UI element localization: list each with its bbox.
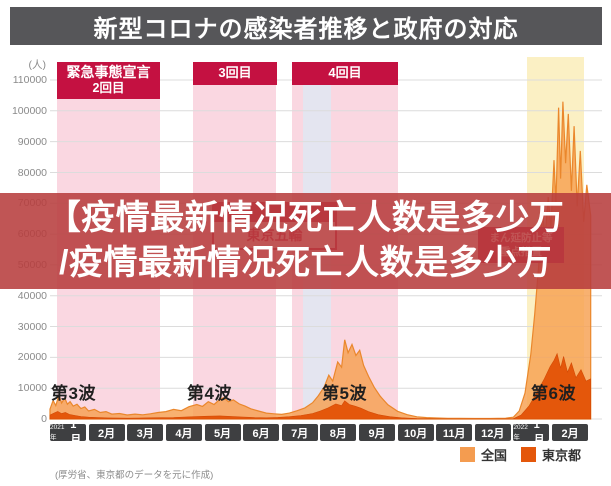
y-axis-tick-label: 40000 <box>17 289 47 302</box>
y-axis-tick-label: 10000 <box>17 382 47 395</box>
wave4-label: 第4波 <box>187 384 232 403</box>
x-axis-month-chip: 2月 <box>552 424 589 441</box>
month-label: 9月 <box>368 427 386 440</box>
note-source: (厚労省、東京都のデータを元に作成) <box>55 470 214 481</box>
x-axis-month-chip: 2021年 1月 <box>50 419 86 446</box>
x-axis-month-chip: 2022年 1月 <box>513 419 550 446</box>
wave3-label: 第3波 <box>51 384 96 403</box>
red-text-overlay: 【疫情最新情况死亡人数是多少万 /疫情最新情况死亡人数是多少万 <box>0 193 611 289</box>
month-label: 4月 <box>175 427 193 440</box>
overlay-text-line2: /疫情最新情况死亡人数是多少万 <box>59 244 552 282</box>
source-notes: (厚労省、東京都のデータを元に作成) ※緊急事態宣言は東京都が対象になった期間 … <box>55 446 300 486</box>
wave5-label: 第5波 <box>322 384 367 403</box>
month-label: 1月 <box>533 418 545 446</box>
emergency-box-3rd-label: 3回目 <box>218 65 252 81</box>
legend-label: 全国 <box>481 448 508 463</box>
emergency-box-4th-label: 4回目 <box>328 65 362 81</box>
x-axis-month-chip: 5月 <box>204 424 241 441</box>
month-label: 3月 <box>136 427 154 440</box>
month-label: 2月 <box>561 427 579 440</box>
emergency-box-3rd: 3回目 <box>193 62 277 85</box>
y-axis-tick-label: 80000 <box>17 166 47 179</box>
month-label: 8月 <box>329 427 347 440</box>
x-axis-month-chip: 2月 <box>88 424 125 441</box>
legend-item: 東京都 <box>521 445 581 464</box>
y-axis-tick-label: 110000 <box>12 74 47 86</box>
month-label: 10月 <box>403 427 428 440</box>
x-axis-month-chip: 9月 <box>359 424 395 441</box>
legend-label: 東京都 <box>542 448 582 463</box>
x-axis-month-chip: 11月 <box>436 424 473 441</box>
y-axis-tick-label: 20000 <box>17 351 47 364</box>
y-axis-tick-label: 100000 <box>11 104 47 117</box>
x-axis-month-chip: 3月 <box>127 424 164 441</box>
month-label: 7月 <box>291 427 309 440</box>
month-label: 2月 <box>98 427 116 440</box>
month-label: 6月 <box>252 427 270 440</box>
wave6-label: 第6波 <box>531 384 576 403</box>
month-label: 5月 <box>213 427 232 440</box>
emergency-box-2nd: 緊急事態宣言 2回目 <box>57 62 160 99</box>
year-prefix: 2021年 <box>50 424 65 441</box>
y-axis-tick-label: 0 <box>41 413 47 425</box>
emergency-box-4th: 4回目 <box>292 62 398 85</box>
month-label: 11月 <box>442 427 466 440</box>
emergency-box-2nd-sub: 2回目 <box>92 81 125 96</box>
y-axis-tick-label: 30000 <box>17 320 47 333</box>
legend-swatch <box>521 447 537 462</box>
month-label: 12月 <box>481 427 505 440</box>
overlay-text-line1: 【疫情最新情况死亡人数是多少万 <box>46 199 565 237</box>
year-prefix: 2022年 <box>513 424 528 441</box>
legend-item: 全国 <box>460 445 507 464</box>
x-axis-month-chip: 4月 <box>165 424 202 441</box>
x-axis-month-chip: 12月 <box>474 424 511 441</box>
x-axis-month-chip: 6月 <box>243 424 280 441</box>
x-axis-month-chip: 8月 <box>320 424 357 441</box>
tokyo-area-series <box>49 352 592 420</box>
y-axis-tick-label: 90000 <box>17 135 47 148</box>
emergency-box-2nd-title: 緊急事態宣言 <box>66 63 151 80</box>
month-label: 1月 <box>70 418 82 446</box>
legend: 全国 東京都 <box>460 445 581 464</box>
y-axis-unit: (人) <box>28 59 47 71</box>
page-title: 新型コロナの感染者推移と政府の対応 <box>10 7 602 45</box>
legend-swatch <box>460 447 475 462</box>
x-axis-month-chip: 10月 <box>397 424 434 441</box>
x-axis-month-chip: 7月 <box>281 424 318 441</box>
